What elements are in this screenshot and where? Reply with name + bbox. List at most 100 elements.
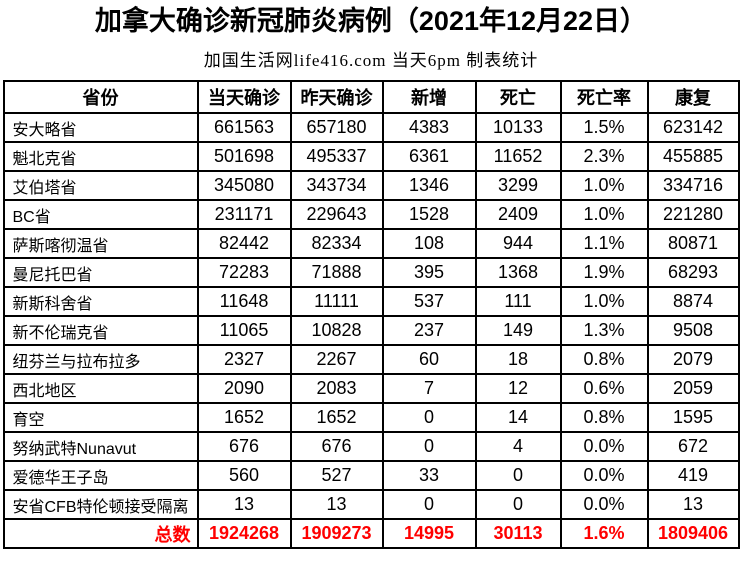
deaths-cell: 111: [474, 286, 562, 317]
province-cell: 魁北克省: [2, 141, 199, 172]
table-row: 萨斯喀彻温省 82442 82334 108 944 1.1% 80871: [2, 228, 740, 259]
death-rate-cell: 0.8%: [559, 344, 649, 375]
death-rate-cell: 1.0%: [559, 286, 649, 317]
yesterday-confirmed-cell: 10828: [289, 315, 384, 346]
recovered-cell: 419: [646, 460, 740, 491]
deaths-cell: 4: [474, 431, 562, 462]
table-row: 魁北克省 501698 495337 6361 11652 2.3% 455885: [2, 141, 740, 172]
today-confirmed-cell: 82442: [196, 228, 292, 259]
yesterday-confirmed-cell: 2083: [289, 373, 384, 404]
province-cell: 纽芬兰与拉布拉多: [2, 344, 199, 375]
today-confirmed-cell: 661563: [196, 112, 292, 143]
deaths-cell: 944: [474, 228, 562, 259]
header-row: 省份 当天确诊 昨天确诊 新增 死亡 死亡率 康复: [2, 80, 740, 114]
total-label: 总数: [2, 518, 199, 549]
deaths-cell: 18: [474, 344, 562, 375]
new-cases-cell: 0: [381, 431, 477, 462]
province-cell: 新不伦瑞克省: [2, 315, 199, 346]
new-cases-cell: 395: [381, 257, 477, 288]
recovered-cell: 334716: [646, 170, 740, 201]
total-death-rate: 1.6%: [559, 518, 649, 549]
deaths-cell: 0: [474, 489, 562, 520]
deaths-cell: 11652: [474, 141, 562, 172]
new-cases-cell: 108: [381, 228, 477, 259]
new-cases-cell: 60: [381, 344, 477, 375]
new-cases-cell: 4383: [381, 112, 477, 143]
column-header-yesterday-confirmed: 昨天确诊: [289, 80, 384, 114]
table-row: 新斯科舍省 11648 11111 537 111 1.0% 8874: [2, 286, 740, 317]
covid-cases-table: 省份 当天确诊 昨天确诊 新增 死亡 死亡率 康复 安大略省 661563 6571…: [2, 80, 740, 549]
table-row: 曼尼托巴省 72283 71888 395 1368 1.9% 68293: [2, 257, 740, 288]
death-rate-cell: 0.0%: [559, 460, 649, 491]
deaths-cell: 0: [474, 460, 562, 491]
yesterday-confirmed-cell: 527: [289, 460, 384, 491]
province-cell: 西北地区: [2, 373, 199, 404]
new-cases-cell: 33: [381, 460, 477, 491]
deaths-cell: 14: [474, 402, 562, 433]
deaths-cell: 1368: [474, 257, 562, 288]
recovered-cell: 13: [646, 489, 740, 520]
column-header-deaths: 死亡: [474, 80, 562, 114]
new-cases-cell: 6361: [381, 141, 477, 172]
total-deaths: 30113: [474, 518, 562, 549]
death-rate-cell: 1.9%: [559, 257, 649, 288]
table-row: 安大略省 661563 657180 4383 10133 1.5% 623142: [2, 112, 740, 143]
today-confirmed-cell: 72283: [196, 257, 292, 288]
province-cell: 努纳武特Nunavut: [2, 431, 199, 462]
table-row: 纽芬兰与拉布拉多 2327 2267 60 18 0.8% 2079: [2, 344, 740, 375]
recovered-cell: 68293: [646, 257, 740, 288]
today-confirmed-cell: 501698: [196, 141, 292, 172]
column-header-today-confirmed: 当天确诊: [196, 80, 292, 114]
recovered-cell: 1595: [646, 402, 740, 433]
new-cases-cell: 1346: [381, 170, 477, 201]
subtitle: 加国生活网life416.com 当天6pm 制表统计: [203, 51, 539, 70]
yesterday-confirmed-cell: 71888: [289, 257, 384, 288]
total-row: 总数 1924268 1909273 14995 30113 1.6% 1809…: [2, 518, 740, 549]
table-footer: 总数 1924268 1909273 14995 30113 1.6% 1809…: [2, 518, 740, 549]
yesterday-confirmed-cell: 11111: [289, 286, 384, 317]
province-cell: 育空: [2, 402, 199, 433]
recovered-cell: 221280: [646, 199, 740, 230]
province-cell: 爱德华王子岛: [2, 460, 199, 491]
new-cases-cell: 0: [381, 402, 477, 433]
column-header-recovered: 康复: [646, 80, 740, 114]
province-cell: 安省CFB特伦顿接受隔离: [2, 489, 199, 520]
recovered-cell: 623142: [646, 112, 740, 143]
province-cell: 新斯科舍省: [2, 286, 199, 317]
yesterday-confirmed-cell: 343734: [289, 170, 384, 201]
total-yesterday-confirmed: 1909273: [289, 518, 384, 549]
death-rate-cell: 2.3%: [559, 141, 649, 172]
death-rate-cell: 1.0%: [559, 170, 649, 201]
death-rate-cell: 1.3%: [559, 315, 649, 346]
recovered-cell: 672: [646, 431, 740, 462]
deaths-cell: 3299: [474, 170, 562, 201]
table-row: 努纳武特Nunavut 676 676 0 4 0.0% 672: [2, 431, 740, 462]
total-new-cases: 14995: [381, 518, 477, 549]
death-rate-cell: 0.8%: [559, 402, 649, 433]
recovered-cell: 455885: [646, 141, 740, 172]
today-confirmed-cell: 2090: [196, 373, 292, 404]
recovered-cell: 2059: [646, 373, 740, 404]
today-confirmed-cell: 345080: [196, 170, 292, 201]
death-rate-cell: 1.1%: [559, 228, 649, 259]
yesterday-confirmed-cell: 229643: [289, 199, 384, 230]
yesterday-confirmed-cell: 1652: [289, 402, 384, 433]
deaths-cell: 12: [474, 373, 562, 404]
today-confirmed-cell: 2327: [196, 344, 292, 375]
new-cases-cell: 537: [381, 286, 477, 317]
table-row: 西北地区 2090 2083 7 12 0.6% 2059: [2, 373, 740, 404]
province-cell: 艾伯塔省: [2, 170, 199, 201]
deaths-cell: 2409: [474, 199, 562, 230]
yesterday-confirmed-cell: 2267: [289, 344, 384, 375]
new-cases-cell: 7: [381, 373, 477, 404]
total-recovered: 1809406: [646, 518, 740, 549]
death-rate-cell: 1.0%: [559, 199, 649, 230]
today-confirmed-cell: 11065: [196, 315, 292, 346]
death-rate-cell: 0.0%: [559, 489, 649, 520]
new-cases-cell: 0: [381, 489, 477, 520]
death-rate-cell: 0.0%: [559, 431, 649, 462]
table-row: 爱德华王子岛 560 527 33 0 0.0% 419: [2, 460, 740, 491]
deaths-cell: 149: [474, 315, 562, 346]
table-row: BC省 231171 229643 1528 2409 1.0% 221280: [2, 199, 740, 230]
